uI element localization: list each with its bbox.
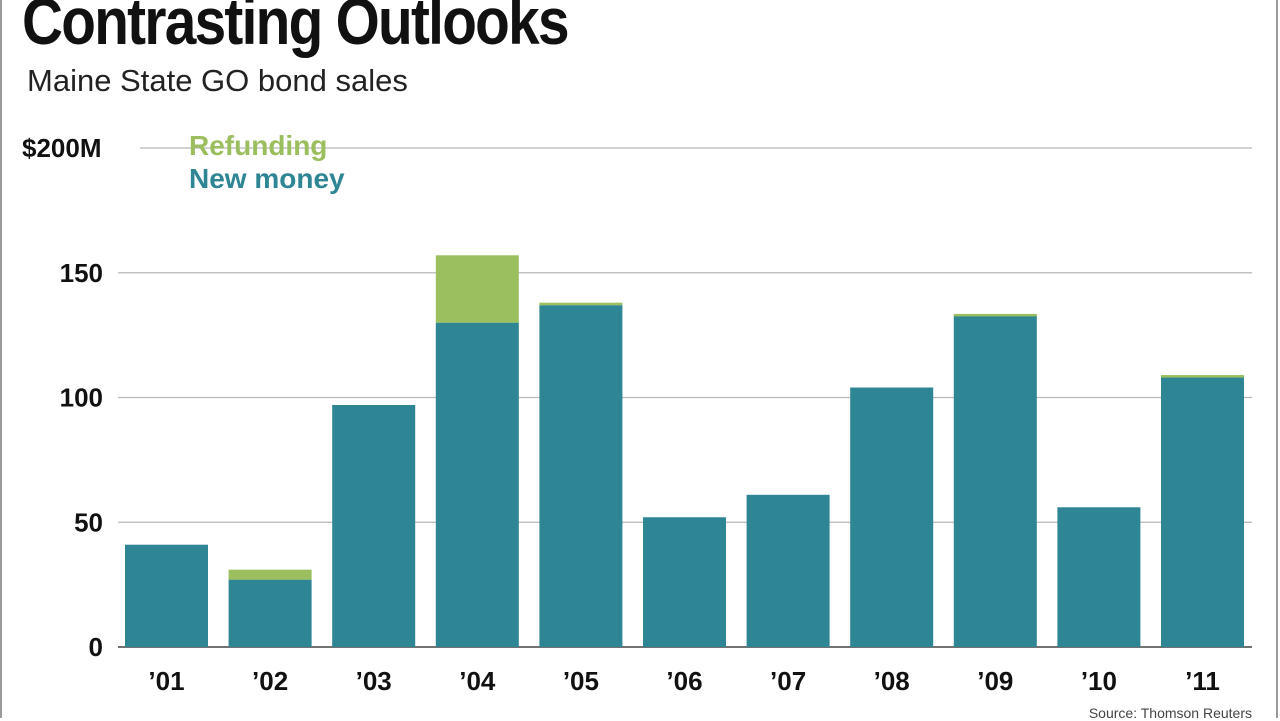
x-tick-label: ’09 bbox=[977, 666, 1013, 696]
bar-new-money-’04 bbox=[435, 322, 519, 647]
x-tick-label: ’03 bbox=[356, 666, 392, 696]
bar-new-money-’10 bbox=[1057, 507, 1141, 647]
y-tick-label: 150 bbox=[60, 258, 103, 288]
bar-new-money-’01 bbox=[125, 544, 208, 647]
bar-new-money-’05 bbox=[539, 305, 623, 647]
bars bbox=[125, 255, 1244, 647]
bar-new-money-’09 bbox=[953, 315, 1037, 647]
y-tick-label: 50 bbox=[74, 507, 103, 537]
y-tick-label: 100 bbox=[60, 383, 103, 413]
legend-new-money: New money bbox=[189, 163, 345, 194]
y-tick-label: $200M bbox=[22, 133, 102, 163]
x-tick-label: ’07 bbox=[770, 666, 806, 696]
x-tick-label: ’04 bbox=[459, 666, 496, 696]
legend-refunding: Refunding bbox=[189, 130, 327, 161]
bar-refunding-’05 bbox=[539, 302, 623, 306]
x-tick-label: ’06 bbox=[666, 666, 702, 696]
chart-title: Contrasting Outlooks bbox=[22, 0, 570, 58]
bar-new-money-’02 bbox=[228, 579, 312, 647]
x-axis-tick-labels: ’01 ’02 ’03 ’04 ’05 ’06 ’07 ’08 ’09 ’10 ’11 bbox=[148, 666, 1219, 696]
source-note: Source: Thomson Reuters bbox=[1088, 705, 1252, 721]
bar-refunding-’04 bbox=[435, 255, 519, 323]
bar-refunding-’09 bbox=[953, 313, 1037, 317]
bar-refunding-’11 bbox=[1161, 375, 1244, 378]
x-tick-label: ’01 bbox=[148, 666, 184, 696]
bar-new-money-’08 bbox=[850, 387, 934, 647]
y-tick-label: 0 bbox=[89, 632, 103, 662]
bar-refunding-’02 bbox=[228, 569, 312, 580]
x-tick-label: ’10 bbox=[1081, 666, 1117, 696]
bar-new-money-’07 bbox=[746, 494, 830, 647]
bar-new-money-’11 bbox=[1161, 377, 1244, 647]
chart-subtitle: Maine State GO bond sales bbox=[27, 63, 408, 98]
x-tick-label: ’02 bbox=[252, 666, 288, 696]
x-tick-label: ’11 bbox=[1185, 666, 1220, 696]
bar-new-money-’03 bbox=[332, 404, 416, 647]
x-tick-label: ’05 bbox=[563, 666, 599, 696]
y-axis-tick-labels: 0 50 100 150 $200M bbox=[22, 133, 103, 662]
x-tick-label: ’08 bbox=[874, 666, 910, 696]
bar-new-money-’06 bbox=[643, 517, 726, 647]
